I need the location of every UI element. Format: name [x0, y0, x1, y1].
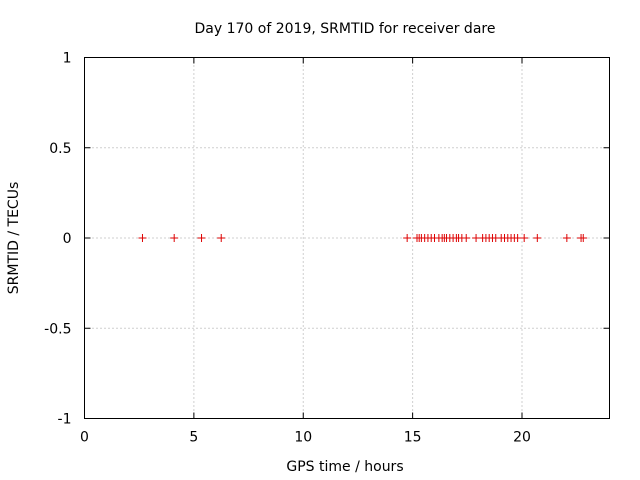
- data-point: [197, 234, 206, 242]
- data-point: [403, 234, 412, 242]
- x-tick-label: 0: [80, 430, 89, 446]
- data-points: [138, 234, 588, 242]
- data-point: [462, 234, 471, 242]
- x-tick-labels: 0 5 10 15 20: [80, 430, 531, 446]
- plot-frame: [84, 57, 610, 419]
- y-tick-label: -0.5: [44, 321, 71, 337]
- x-tick-label: 5: [189, 430, 198, 446]
- y-tick-label: 0: [63, 231, 72, 247]
- data-point: [138, 234, 147, 242]
- data-point: [562, 234, 571, 242]
- y-tick-label: 0.5: [49, 141, 71, 157]
- y-tick-label: -1: [58, 412, 72, 428]
- tick-layer: [84, 57, 610, 419]
- data-point: [533, 234, 542, 242]
- data-point: [579, 234, 588, 242]
- y-tick-labels: -1 -0.5 0 0.5 1: [44, 51, 71, 428]
- data-point: [520, 234, 529, 242]
- chart-title: Day 170 of 2019, SRMTID for receiver dar…: [195, 21, 496, 37]
- y-axis-label: SRMTID / TECUs: [6, 182, 22, 295]
- grid-layer: [84, 57, 610, 419]
- x-tick-label: 20: [513, 430, 531, 446]
- x-tick-label: 15: [404, 430, 422, 446]
- x-axis-label: GPS time / hours: [286, 459, 403, 475]
- data-point: [217, 234, 226, 242]
- x-tick-label: 10: [294, 430, 312, 446]
- data-point: [170, 234, 179, 242]
- y-tick-label: 1: [63, 51, 72, 67]
